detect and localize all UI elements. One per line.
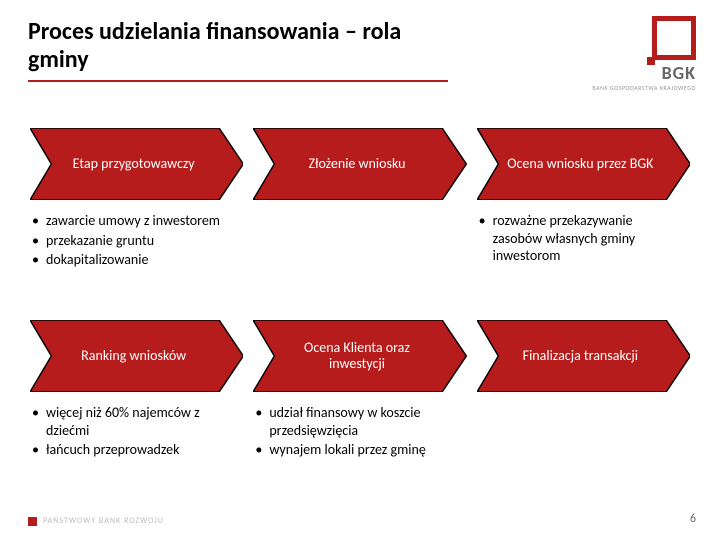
process-row-1-arrows: Etap przygotowawczy Złożenie wniosku Oce…: [30, 128, 690, 200]
arrow-label: Ranking wniosków: [30, 320, 243, 392]
arrow-label: Złożenie wniosku: [253, 128, 466, 200]
bullet-item: przekazanie gruntu: [32, 232, 237, 250]
footer-square-icon: [28, 517, 37, 526]
bullet-item: więcej niż 60% najemców z dziećmi: [32, 404, 237, 439]
bullet-item: łańcuch przeprowadzek: [32, 441, 237, 459]
logo-square-icon: [652, 16, 696, 60]
bullet-group-6: [477, 404, 690, 461]
bullet-item: rozważne przekazywanie zasobów własnych …: [479, 212, 684, 265]
arrow-label: Ocena wniosku przez BGK: [477, 128, 690, 200]
arrow-step-6: Finalizacja transakcji: [477, 320, 690, 392]
bullet-group-1: zawarcie umowy z inwestorem przekazanie g…: [30, 212, 243, 271]
title-underline: [28, 80, 448, 82]
process-row-1-bullets: zawarcie umowy z inwestorem przekazanie g…: [30, 212, 690, 271]
footer-brand: PAŃSTWOWY BANK ROZWOJU: [28, 516, 164, 526]
bullet-group-3: rozważne przekazywanie zasobów własnych …: [477, 212, 690, 271]
bgk-logo: BGK BANK GOSPODARSTWA KRAJOWEGO: [592, 16, 696, 92]
bullet-item: dokapitalizowanie: [32, 251, 237, 269]
page-title: Proces udzielania finansowania – rola gm…: [28, 18, 448, 73]
arrow-step-4: Ranking wniosków: [30, 320, 243, 392]
bullet-list: udział finansowy w koszcie przedsięwzięc…: [255, 404, 460, 459]
page-number: 6: [690, 512, 696, 526]
arrow-step-5: Ocena Klienta oraz inwestycji: [253, 320, 466, 392]
bullet-item: udział finansowy w koszcie przedsięwzięc…: [255, 404, 460, 439]
arrow-label: Etap przygotowawczy: [30, 128, 243, 200]
bullet-list: rozważne przekazywanie zasobów własnych …: [479, 212, 684, 265]
footer-text: PAŃSTWOWY BANK ROZWOJU: [43, 516, 164, 526]
bullet-list: zawarcie umowy z inwestorem przekazanie g…: [32, 212, 237, 269]
logo-dot-icon: [647, 57, 655, 65]
arrow-label: Finalizacja transakcji: [477, 320, 690, 392]
arrow-step-3: Ocena wniosku przez BGK: [477, 128, 690, 200]
process-row-2-bullets: więcej niż 60% najemców z dziećmi łańcuch…: [30, 404, 690, 461]
bullet-group-4: więcej niż 60% najemców z dziećmi łańcuch…: [30, 404, 243, 461]
bullet-list: więcej niż 60% najemców z dziećmi łańcuch…: [32, 404, 237, 459]
arrow-step-1: Etap przygotowawczy: [30, 128, 243, 200]
bullet-item: zawarcie umowy z inwestorem: [32, 212, 237, 230]
process-row-2-arrows: Ranking wniosków Ocena Klienta oraz inwe…: [30, 320, 690, 392]
arrow-step-2: Złożenie wniosku: [253, 128, 466, 200]
bullet-item: wynajem lokali przez gminę: [255, 441, 460, 459]
logo-acronym: BGK: [592, 62, 696, 84]
logo-subline: BANK GOSPODARSTWA KRAJOWEGO: [592, 84, 696, 92]
bullet-group-2: [253, 212, 466, 271]
bullet-group-5: udział finansowy w koszcie przedsięwzięc…: [253, 404, 466, 461]
arrow-label: Ocena Klienta oraz inwestycji: [253, 320, 466, 392]
